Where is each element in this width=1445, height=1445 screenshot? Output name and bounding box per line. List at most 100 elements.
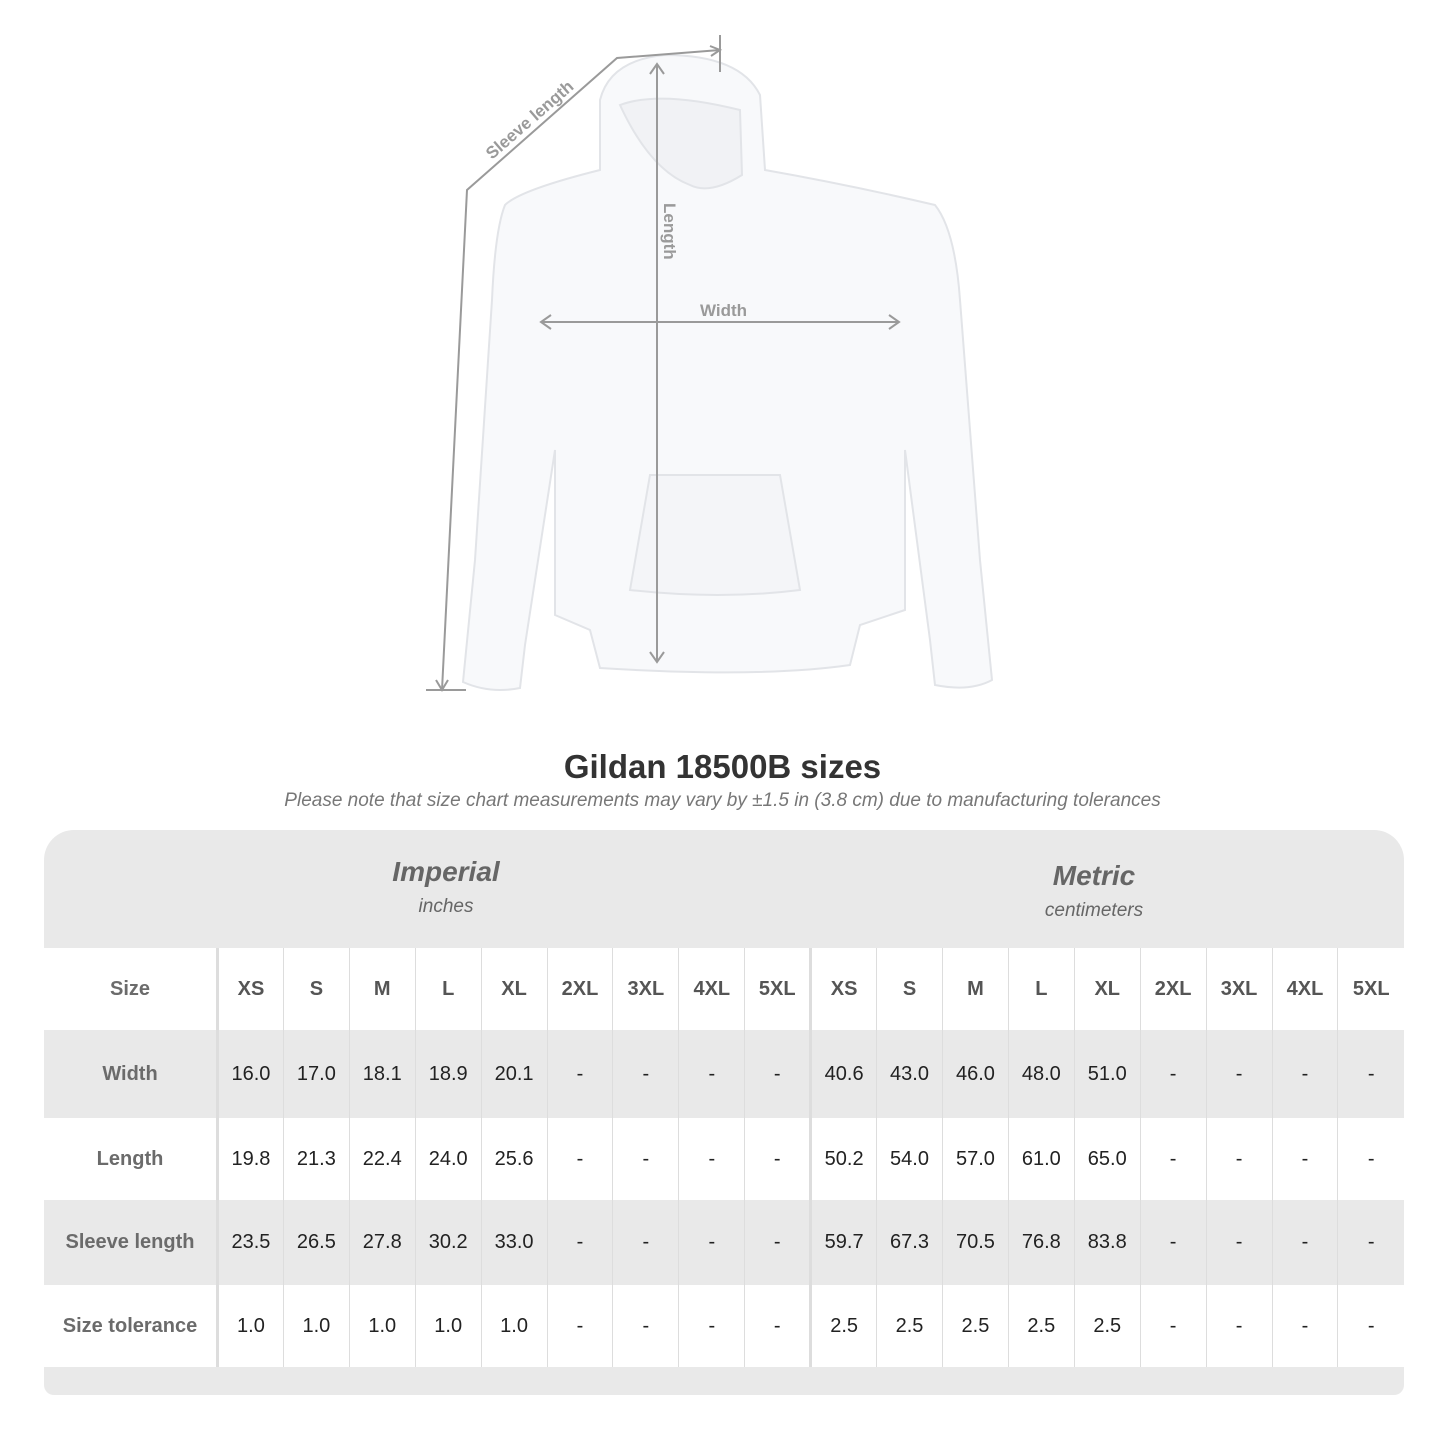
metric-cell: - xyxy=(1271,1200,1338,1285)
imperial-cell: - xyxy=(678,1200,745,1285)
imperial-size-header: XL xyxy=(480,948,548,1030)
imperial-cell: 25.6 xyxy=(480,1118,548,1200)
length-label: Length xyxy=(660,203,679,260)
imperial-cell: 18.9 xyxy=(414,1030,482,1118)
imperial-cell: 26.5 xyxy=(282,1200,350,1285)
imperial-cell: - xyxy=(678,1285,745,1367)
imperial-cell: 33.0 xyxy=(480,1200,548,1285)
imperial-cell: 23.5 xyxy=(217,1200,284,1285)
imperial-cell: - xyxy=(612,1200,679,1285)
imperial-cell: - xyxy=(612,1030,679,1118)
metric-cell: 2.5 xyxy=(1073,1285,1141,1367)
metric-cell: - xyxy=(1271,1285,1338,1367)
row-label: Length xyxy=(44,1118,219,1200)
metric-size-header: S xyxy=(876,948,943,1030)
imperial-size-header: XS xyxy=(217,948,284,1030)
metric-cell: - xyxy=(1337,1030,1404,1118)
imperial-title: Imperial xyxy=(392,856,500,887)
imperial-cell: 1.0 xyxy=(348,1285,416,1367)
tolerance-note: Please note that size chart measurements… xyxy=(284,790,1161,811)
metric-size-header: L xyxy=(1007,948,1075,1030)
metric-size-header: 4XL xyxy=(1271,948,1338,1030)
imperial-cell: 1.0 xyxy=(414,1285,482,1367)
metric-cell: 46.0 xyxy=(941,1030,1009,1118)
row-label: Size tolerance xyxy=(44,1285,219,1367)
imperial-cell: - xyxy=(546,1285,613,1367)
size-label: Size xyxy=(44,948,219,1030)
table-row: Length 19.8 21.3 22.4 24.0 25.6- - - -50.2 54.0 57… xyxy=(44,1118,1404,1200)
imperial-cell: - xyxy=(546,1030,613,1118)
metric-cell: 70.5 xyxy=(941,1200,1009,1285)
metric-cell: 2.5 xyxy=(810,1285,877,1367)
size-header-row: Size XS S M L XL 2XL 3XL 4XL 5XL XS S M L XL 2XL 3XL 4XL 5… xyxy=(44,948,1404,1030)
metric-cell: 43.0 xyxy=(876,1030,943,1118)
imperial-size-header: 3XL xyxy=(612,948,679,1030)
imperial-cell: 1.0 xyxy=(217,1285,284,1367)
metric-cell: - xyxy=(1139,1285,1207,1367)
metric-header: Metric centimeters xyxy=(864,830,1324,948)
metric-size-header: 3XL xyxy=(1205,948,1272,1030)
imperial-size-header: 4XL xyxy=(678,948,745,1030)
imperial-cell: 17.0 xyxy=(282,1030,350,1118)
imperial-cell: 1.0 xyxy=(282,1285,350,1367)
metric-cell: - xyxy=(1205,1118,1272,1200)
metric-title: Metric xyxy=(1052,860,1136,891)
hoodie-image xyxy=(461,53,994,691)
imperial-size-header: M xyxy=(348,948,416,1030)
metric-cell: - xyxy=(1271,1118,1338,1200)
metric-cell: 57.0 xyxy=(941,1118,1009,1200)
sleeve-length-line xyxy=(441,49,721,691)
imperial-cell: 18.1 xyxy=(348,1030,416,1118)
page-title: Gildan 18500B sizes xyxy=(563,748,882,785)
metric-cell: - xyxy=(1271,1030,1338,1118)
table-row: Size tolerance 1.0 1.0 1.0 1.0 1.0- - - -2.5 2.5 2… xyxy=(44,1285,1404,1367)
metric-size-header: 2XL xyxy=(1139,948,1207,1030)
metric-cell: 51.0 xyxy=(1073,1030,1141,1118)
measurement-lines xyxy=(426,35,901,692)
imperial-cell: - xyxy=(546,1118,613,1200)
row-label: Width xyxy=(44,1030,219,1118)
imperial-cell: 1.0 xyxy=(480,1285,548,1367)
imperial-size-header: S xyxy=(282,948,350,1030)
table-row: Sleeve length 23.5 26.5 27.8 30.2 33.0- - - -59.… xyxy=(44,1200,1404,1285)
hoodie-illustration: Sleeve length Length Width xyxy=(426,35,994,692)
imperial-cell: 27.8 xyxy=(348,1200,416,1285)
imperial-size-header: L xyxy=(414,948,482,1030)
imperial-cell: 30.2 xyxy=(414,1200,482,1285)
imperial-cell: 16.0 xyxy=(217,1030,284,1118)
metric-cell: 65.0 xyxy=(1073,1118,1141,1200)
metric-cell: - xyxy=(1337,1118,1404,1200)
metric-size-header: XL xyxy=(1073,948,1141,1030)
size-table-card: Imperial inches Metric centimeters Size X… xyxy=(44,830,1404,1395)
imperial-cell: 22.4 xyxy=(348,1118,416,1200)
metric-cell: - xyxy=(1139,1200,1207,1285)
metric-cell: 59.7 xyxy=(810,1200,877,1285)
metric-cell: 2.5 xyxy=(1007,1285,1075,1367)
metric-cell: 83.8 xyxy=(1073,1200,1141,1285)
metric-cell: - xyxy=(1139,1118,1207,1200)
metric-size-header: XS xyxy=(810,948,877,1030)
imperial-header: Imperial inches xyxy=(216,830,676,948)
metric-cell: - xyxy=(1205,1030,1272,1118)
metric-cell: - xyxy=(1205,1285,1272,1367)
imperial-cell: - xyxy=(744,1200,813,1285)
imperial-size-header: 5XL xyxy=(744,948,813,1030)
imperial-cell: - xyxy=(678,1118,745,1200)
metric-cell: 61.0 xyxy=(1007,1118,1075,1200)
imperial-cell: - xyxy=(678,1030,745,1118)
metric-cell: 48.0 xyxy=(1007,1030,1075,1118)
metric-cell: 40.6 xyxy=(810,1030,877,1118)
metric-cell: 50.2 xyxy=(810,1118,877,1200)
width-label: Width xyxy=(700,301,747,320)
table-row: Width 16.0 17.0 18.1 18.9 20.1- - - -40.6 43.0 46.… xyxy=(44,1030,1404,1118)
row-label: Sleeve length xyxy=(44,1200,219,1285)
imperial-cell: - xyxy=(612,1285,679,1367)
size-table: Size XS S M L XL 2XL 3XL 4XL 5XL XS S M L XL 2XL 3XL 4XL 5… xyxy=(44,948,1404,1367)
metric-cell: 54.0 xyxy=(876,1118,943,1200)
metric-cell: - xyxy=(1139,1030,1207,1118)
metric-cell: - xyxy=(1337,1200,1404,1285)
imperial-size-header: 2XL xyxy=(546,948,613,1030)
imperial-cell: - xyxy=(744,1285,813,1367)
imperial-cell: 20.1 xyxy=(480,1030,548,1118)
imperial-cell: 19.8 xyxy=(217,1118,284,1200)
